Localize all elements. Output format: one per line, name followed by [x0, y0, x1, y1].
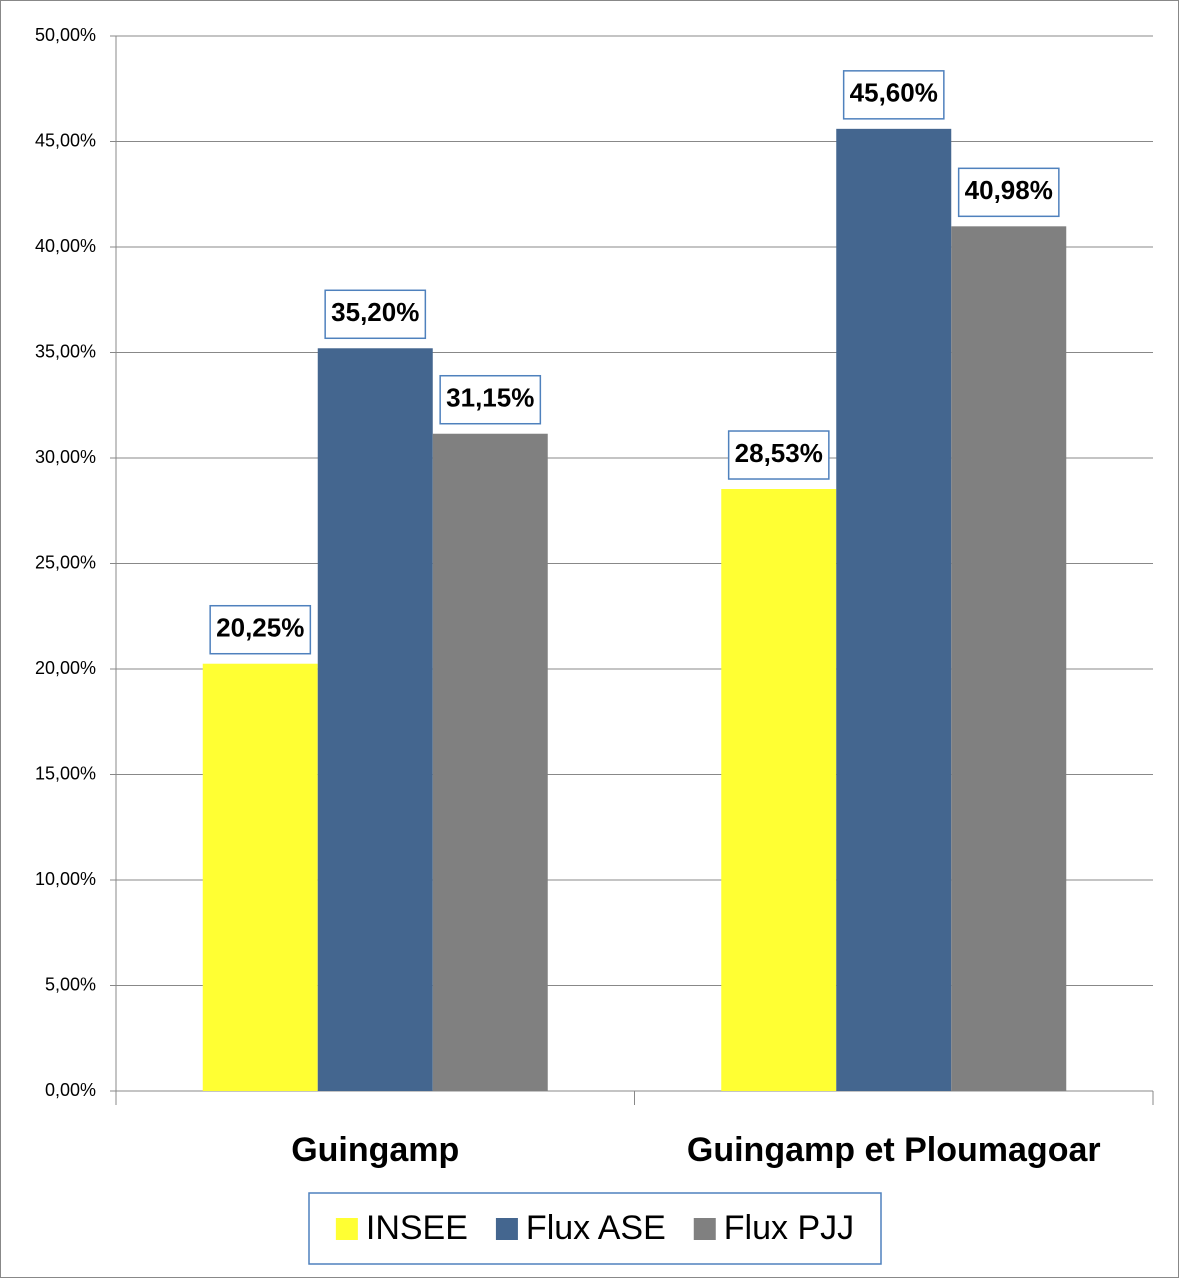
legend-swatch: [495, 1218, 518, 1240]
legend-label: Flux ASE: [526, 1209, 666, 1247]
data-label-box: [324, 289, 427, 340]
x-tick-label: Guingamp: [291, 1131, 459, 1169]
bar: [317, 348, 433, 1091]
data-label-box: [209, 604, 312, 655]
y-tick-label: 0,00%: [45, 1080, 96, 1100]
y-tick-label: 10,00%: [35, 869, 96, 889]
y-tick-label: 15,00%: [35, 763, 96, 783]
y-tick-label: 45,00%: [35, 130, 96, 150]
data-label: 20,25%: [216, 613, 304, 643]
legend-label: Flux PJJ: [724, 1209, 854, 1247]
data-label: 31,15%: [446, 383, 534, 413]
legend-swatch: [335, 1218, 358, 1240]
y-tick-label: 50,00%: [35, 25, 96, 45]
data-label-box: [727, 430, 830, 480]
bar: [836, 128, 952, 1092]
data-label: 35,20%: [331, 297, 419, 327]
legend-label: INSEE: [366, 1209, 468, 1247]
bar: [202, 663, 318, 1091]
y-tick-label: 5,00%: [45, 974, 96, 994]
bar: [951, 226, 1067, 1091]
y-tick-label: 40,00%: [35, 236, 96, 256]
y-tick-label: 25,00%: [35, 552, 96, 572]
data-label-box: [842, 70, 945, 120]
bar: [721, 489, 837, 1092]
data-label-box: [439, 374, 542, 425]
y-tick-label: 35,00%: [35, 341, 96, 361]
y-tick-label: 20,00%: [35, 658, 96, 678]
data-label-box: [957, 167, 1060, 218]
legend-swatch: [693, 1218, 716, 1240]
data-label: 45,60%: [850, 78, 938, 108]
x-tick-label: Guingamp et Ploumagoar: [687, 1131, 1101, 1169]
data-label: 40,98%: [965, 175, 1053, 205]
legend-box: [308, 1192, 882, 1265]
y-tick-label: 30,00%: [35, 447, 96, 467]
bar: [432, 433, 548, 1091]
data-label: 28,53%: [735, 438, 823, 468]
